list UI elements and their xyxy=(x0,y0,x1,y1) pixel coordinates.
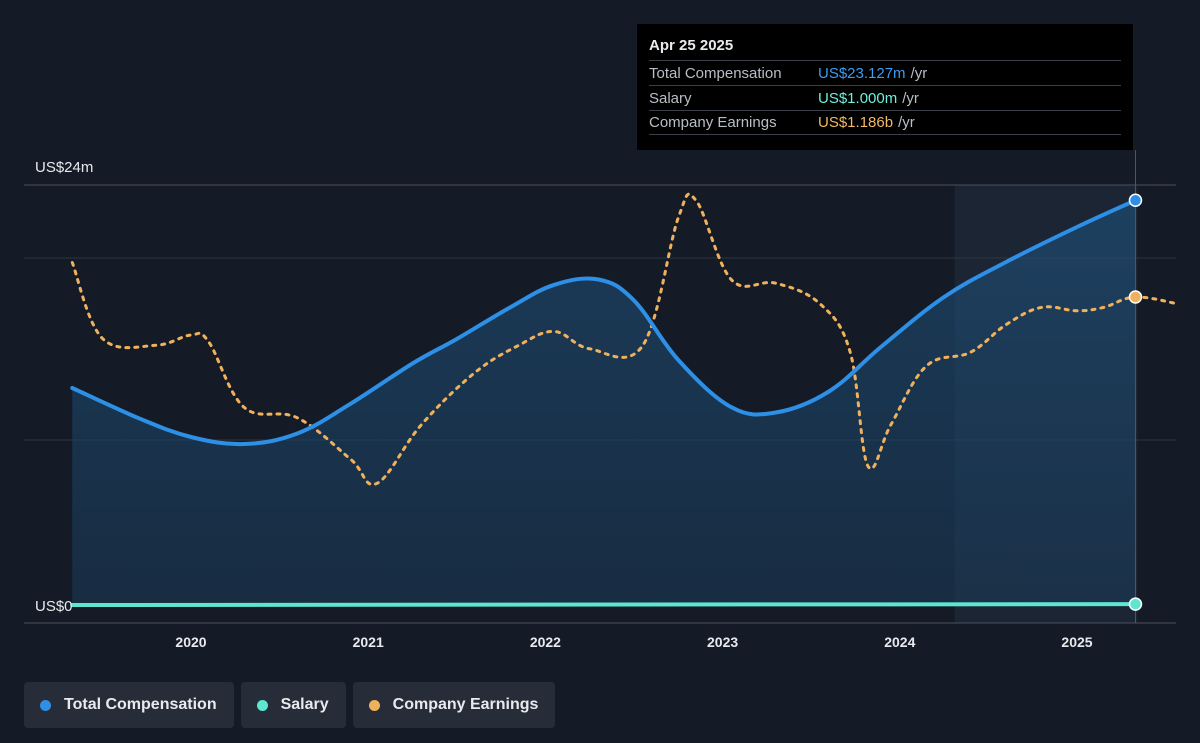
salary-marker[interactable] xyxy=(1128,597,1143,611)
tooltip: Apr 25 2025 Total Compensation US$23.127… xyxy=(637,24,1133,150)
tooltip-row-total-compensation: Total Compensation US$23.127m /yr xyxy=(649,60,1121,85)
tooltip-value: US$1.186b xyxy=(818,114,894,131)
tooltip-unit: /yr xyxy=(910,64,928,82)
legend-label: Total Compensation xyxy=(64,696,217,713)
legend-label: Salary xyxy=(280,696,329,713)
legend-item-company-earnings[interactable]: Company Earnings xyxy=(352,682,556,728)
x-tick-label: 2023 xyxy=(707,634,738,650)
tooltip-date: Apr 25 2025 xyxy=(649,37,734,54)
tooltip-row-company-earnings: Company Earnings US$1.186b /yr xyxy=(649,110,1121,135)
tooltip-label: Total Compensation xyxy=(649,64,782,82)
total-compensation-marker[interactable] xyxy=(1128,193,1143,208)
company-earnings-line xyxy=(70,192,1180,486)
salary-line xyxy=(70,602,1138,607)
tooltip-label: Company Earnings xyxy=(649,114,777,131)
total-compensation-area xyxy=(72,200,1136,606)
x-tick-label: 2025 xyxy=(1061,634,1092,650)
tooltip-row-salary: Salary US$1.000m /yr xyxy=(649,85,1121,110)
legend-dot-icon xyxy=(40,699,51,711)
y-tick-label: US$0 xyxy=(35,598,73,615)
y-tick-label: US$24m xyxy=(35,159,93,176)
company-earnings-marker[interactable] xyxy=(1128,290,1143,304)
tooltip-unit: /yr xyxy=(898,114,915,131)
total-compensation-line xyxy=(70,198,1138,447)
legend-item-salary[interactable]: Salary xyxy=(240,682,346,728)
legend: Total Compensation Salary Company Earnin… xyxy=(24,682,556,728)
legend-dot-icon xyxy=(368,699,380,711)
x-axis-labels: 2020 2021 2022 2023 2024 2025 xyxy=(175,634,1092,650)
tooltip-unit: /yr xyxy=(902,89,919,107)
x-tick-label: 2021 xyxy=(353,634,384,650)
legend-item-total-compensation[interactable]: Total Compensation xyxy=(24,682,234,728)
y-axis-labels: US$24m US$0 xyxy=(35,159,93,615)
x-tick-label: 2022 xyxy=(530,634,561,650)
tooltip-value: US$23.127m xyxy=(818,64,906,82)
x-tick-label: 2024 xyxy=(884,634,915,650)
legend-label: Company Earnings xyxy=(392,696,539,713)
tooltip-label: Salary xyxy=(649,89,692,107)
legend-dot-icon xyxy=(256,699,268,711)
x-tick-label: 2020 xyxy=(175,634,206,650)
tooltip-value: US$1.000m xyxy=(818,89,898,107)
